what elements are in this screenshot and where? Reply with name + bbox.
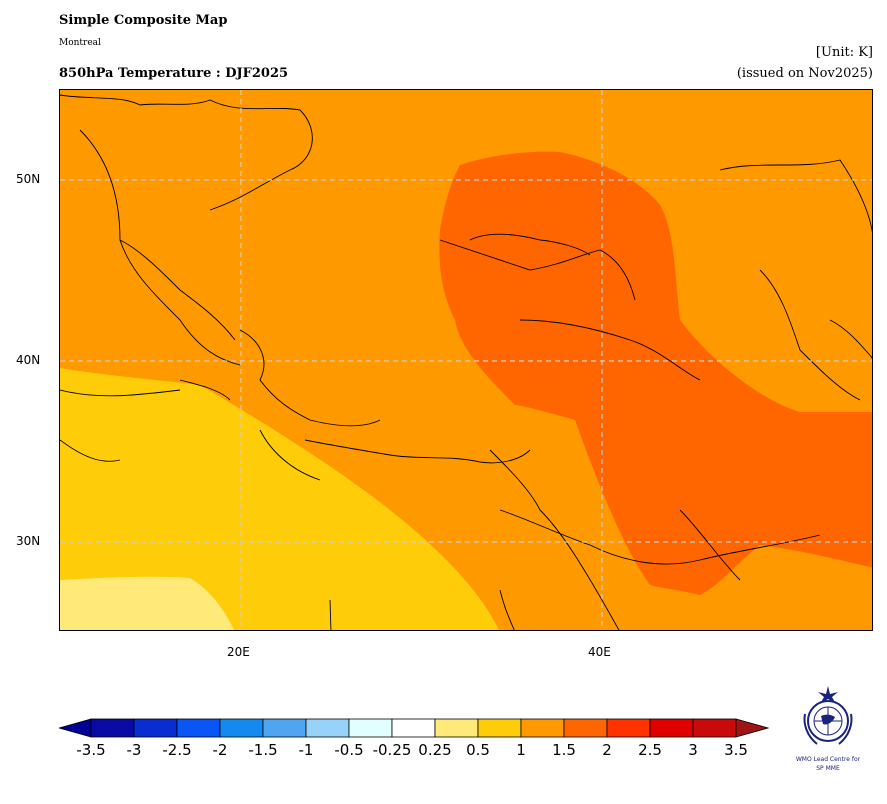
colorbar-segment [434,718,479,738]
colorbar-tick-label: 1 [516,741,526,759]
colorbar-segment [692,718,737,738]
figure-subtitle: Montreal [59,38,101,48]
logo-text-line2: SP MME [816,765,840,772]
colorbar-tick-label: 2.5 [638,741,662,759]
colorbar-tick-label: -1.5 [248,741,278,759]
colorbar-tick-label: 3 [688,741,698,759]
anomaly-region-0.25-0.5 [60,576,235,630]
colorbar-segment [348,718,393,738]
colorbar-segment [176,718,221,738]
lat-label: 30N [16,534,41,548]
colorbar-segment [262,718,307,738]
colorbar-tick-label: -3 [126,741,142,759]
colorbar-segment [520,718,565,738]
colorbar-tick-label: 0.5 [466,741,490,759]
colorbar-tick-label: -2 [212,741,228,759]
map-svg [60,90,872,630]
colorbar-segment [477,718,522,738]
colorbar-tick-label: 2 [602,741,612,759]
colorbar-segment [649,718,694,738]
colorbar-extend-high [735,718,770,738]
colorbar-svg [57,718,770,738]
colorbar-segment [219,718,264,738]
colorbar-tick-label: -0.25 [372,741,412,759]
colorbar [57,718,771,742]
colorbar-tick-label: -1 [298,741,314,759]
logo-text-line1: WMO Lead Centre for [795,756,861,763]
colorbar-segment [391,718,436,738]
issued-label: (issued on Nov2025) [736,66,873,81]
colorbar-tick-label: 1.5 [552,741,576,759]
colorbar-tick-label: 3.5 [724,741,748,759]
colorbar-tick-label: -0.5 [334,741,364,759]
wmo-logo: WMO Lead Centre for SP MME [793,684,863,776]
colorbar-segment [606,718,651,738]
colorbar-tick-label: 0.25 [418,741,452,759]
unit-label: [Unit: K] [815,45,873,60]
colorbar-extend-low [57,718,92,738]
anomaly-region-1.5-2 [439,151,872,595]
coastlines [60,94,872,630]
anomaly-region-0.5-1 [60,368,499,630]
colorbar-segment [305,718,350,738]
wmo-emblem-icon [803,686,853,745]
colorbar-tick-label: -2.5 [162,741,192,759]
colorbar-segment [90,718,135,738]
colorbar-tick-label: -3.5 [76,741,106,759]
map-title: 850hPa Temperature : DJF2025 [59,66,289,81]
colorbar-segment [563,718,608,738]
lon-label: 40E [588,645,611,659]
gridlines [60,90,872,630]
map-panel [59,89,873,631]
figure-title: Simple Composite Map [59,13,228,28]
colorbar-segment [133,718,178,738]
lon-label: 20E [227,645,250,659]
lat-label: 40N [16,353,41,367]
lat-label: 50N [16,172,41,186]
